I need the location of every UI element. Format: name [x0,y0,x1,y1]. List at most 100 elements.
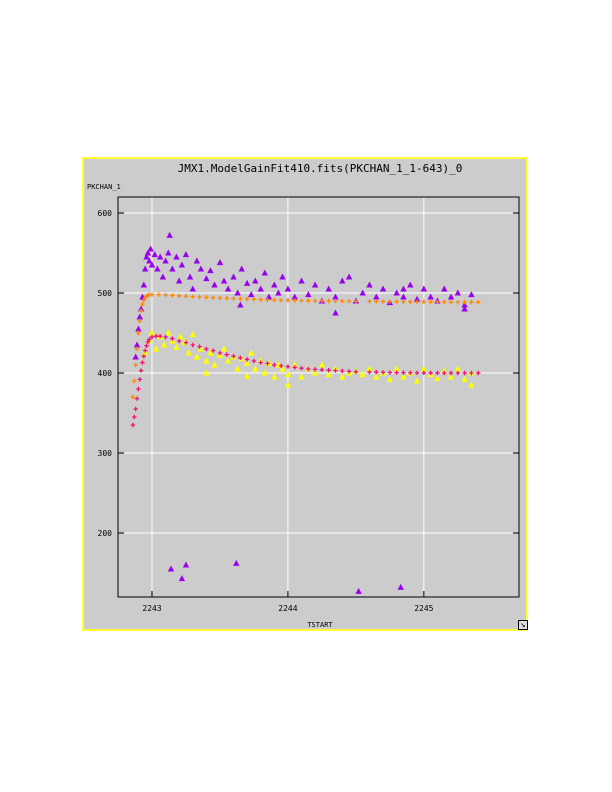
plus-point [380,299,386,304]
y-tick-label: 500 [98,289,113,298]
plus-point [145,339,151,344]
plus-point [176,338,182,344]
triangle-point [454,365,462,372]
plus-point [204,346,209,352]
plus-point [374,370,379,375]
plus-point [319,298,325,304]
plus-point [210,295,216,300]
plus-point [285,364,291,369]
triangle-point [233,559,240,566]
plus-point [136,330,141,336]
plus-point [153,334,159,339]
plus-point [138,308,144,313]
triangle-point [373,373,380,380]
plus-point [414,370,420,376]
plus-point [380,370,386,375]
triangle-point [252,277,259,284]
triangle-point [243,359,251,366]
plus-point [224,352,229,357]
plus-point [132,414,137,420]
plus-point [163,334,168,340]
triangle-point [167,565,175,572]
triangle-point [211,361,218,368]
chart-title: JMX1.ModelGainFit410.fits(PKCHAN_1_1-643… [178,162,463,175]
plus-point [428,299,433,305]
triangle-point [211,281,218,288]
triangle-point [427,293,434,300]
triangle-point [284,381,292,388]
data-points [130,231,481,594]
triangle-point [359,289,366,296]
triangle-point [136,313,143,320]
triangle-point [461,305,468,312]
plus-point [258,360,263,365]
plus-point [455,299,461,305]
plus-point [346,299,352,304]
plus-point [176,293,182,298]
plus-point [137,318,142,324]
triangle-point [454,289,462,296]
triangle-point [400,373,407,380]
triangle-point [133,341,141,348]
plus-point [134,346,140,352]
triangle-point [393,365,400,372]
plus-point [197,294,202,300]
plus-point [421,299,427,305]
plus-point [469,300,474,305]
plus-point [258,297,263,302]
plus-point [197,344,202,349]
plus-point [292,365,297,370]
plus-point [163,292,168,298]
triangle-point [413,377,421,384]
triangle-point [284,285,292,292]
plus-point [374,299,379,304]
triangle-point [366,365,373,372]
plus-point [217,295,223,301]
triangle-point [238,265,245,272]
triangle-point [311,369,319,376]
triangle-point [279,273,286,280]
plus-point [333,368,338,373]
triangle-point [441,285,448,292]
triangle-point [298,373,305,380]
triangle-point [355,587,362,594]
plus-point [387,370,393,375]
x-tick-label: 2243 [142,604,161,613]
x-axis-label: TSTART [307,621,333,629]
plus-point [442,370,447,376]
triangle-point [397,583,404,590]
resize-icon[interactable]: ↘ [518,620,528,630]
plus-point [340,298,345,304]
triangle-point [207,349,214,356]
triangle-point [252,365,259,372]
triangle-point [143,253,150,260]
triangle-point [407,281,414,288]
plus-point [408,370,413,375]
triangle-point [468,381,475,388]
plus-point [138,368,144,373]
triangle-point [434,375,441,382]
triangle-point [243,372,251,379]
plus-point [231,354,236,359]
triangle-point [257,285,264,292]
plus-point [326,298,331,304]
plus-point [251,358,257,364]
plus-point [435,299,440,305]
x-tick-label: 2245 [414,604,433,613]
plus-point [469,370,474,376]
plus-point [462,299,467,305]
plus-point [476,370,481,376]
triangle-point [339,277,346,284]
triangle-point [140,281,148,288]
plus-point [244,296,250,302]
plus-point [133,362,138,368]
plus-point [141,354,147,359]
plus-point [333,298,338,304]
plus-point [141,298,147,303]
plus-point [251,297,257,302]
triangle-point [413,295,421,302]
plus-point [312,298,318,304]
triangle-point [420,285,428,292]
plus-point [149,334,155,340]
plus-point [306,366,311,372]
